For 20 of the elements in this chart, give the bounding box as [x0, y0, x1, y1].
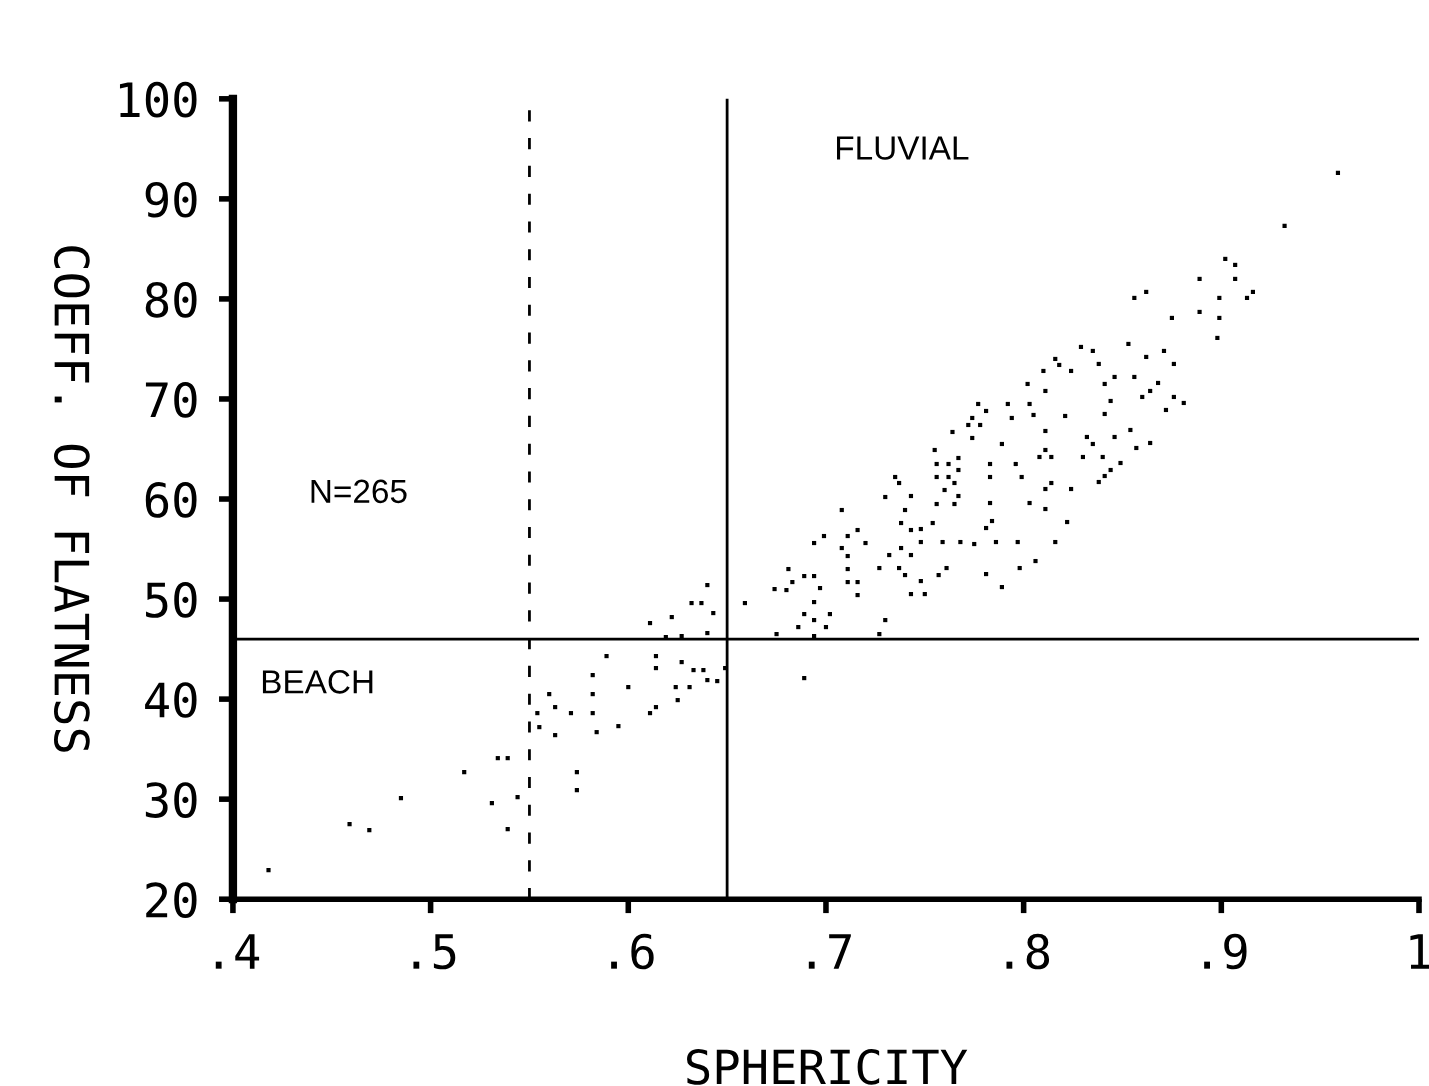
y-tick-label: 100	[119, 81, 197, 118]
y-tick-label: 80	[145, 281, 197, 318]
y-axis-title: COEFF. OF FLATNESS	[54, 246, 90, 752]
annotation: BEACH	[262, 670, 373, 694]
y-tick-label: 70	[145, 381, 197, 418]
x-tick-label: .7	[808, 934, 851, 969]
x-axis-title: SPHERICITY	[687, 1049, 968, 1085]
y-tick-label: 20	[146, 882, 197, 918]
x-tick-label: .6	[611, 933, 654, 970]
x-tick-label: .8	[1006, 933, 1050, 970]
x-tick-label: .4	[215, 934, 260, 969]
annotation: FLUVIAL	[837, 136, 969, 160]
annotation: N=265	[311, 479, 407, 504]
y-tick-label: 50	[146, 582, 197, 618]
y-tick-label: 30	[145, 782, 197, 818]
y-tick-label: 40	[145, 682, 197, 718]
y-tick-label: 90	[145, 181, 197, 218]
x-tick-label: .9	[1204, 933, 1247, 970]
y-tick-label: 60	[145, 482, 197, 518]
x-tick-label: .5	[413, 934, 456, 970]
